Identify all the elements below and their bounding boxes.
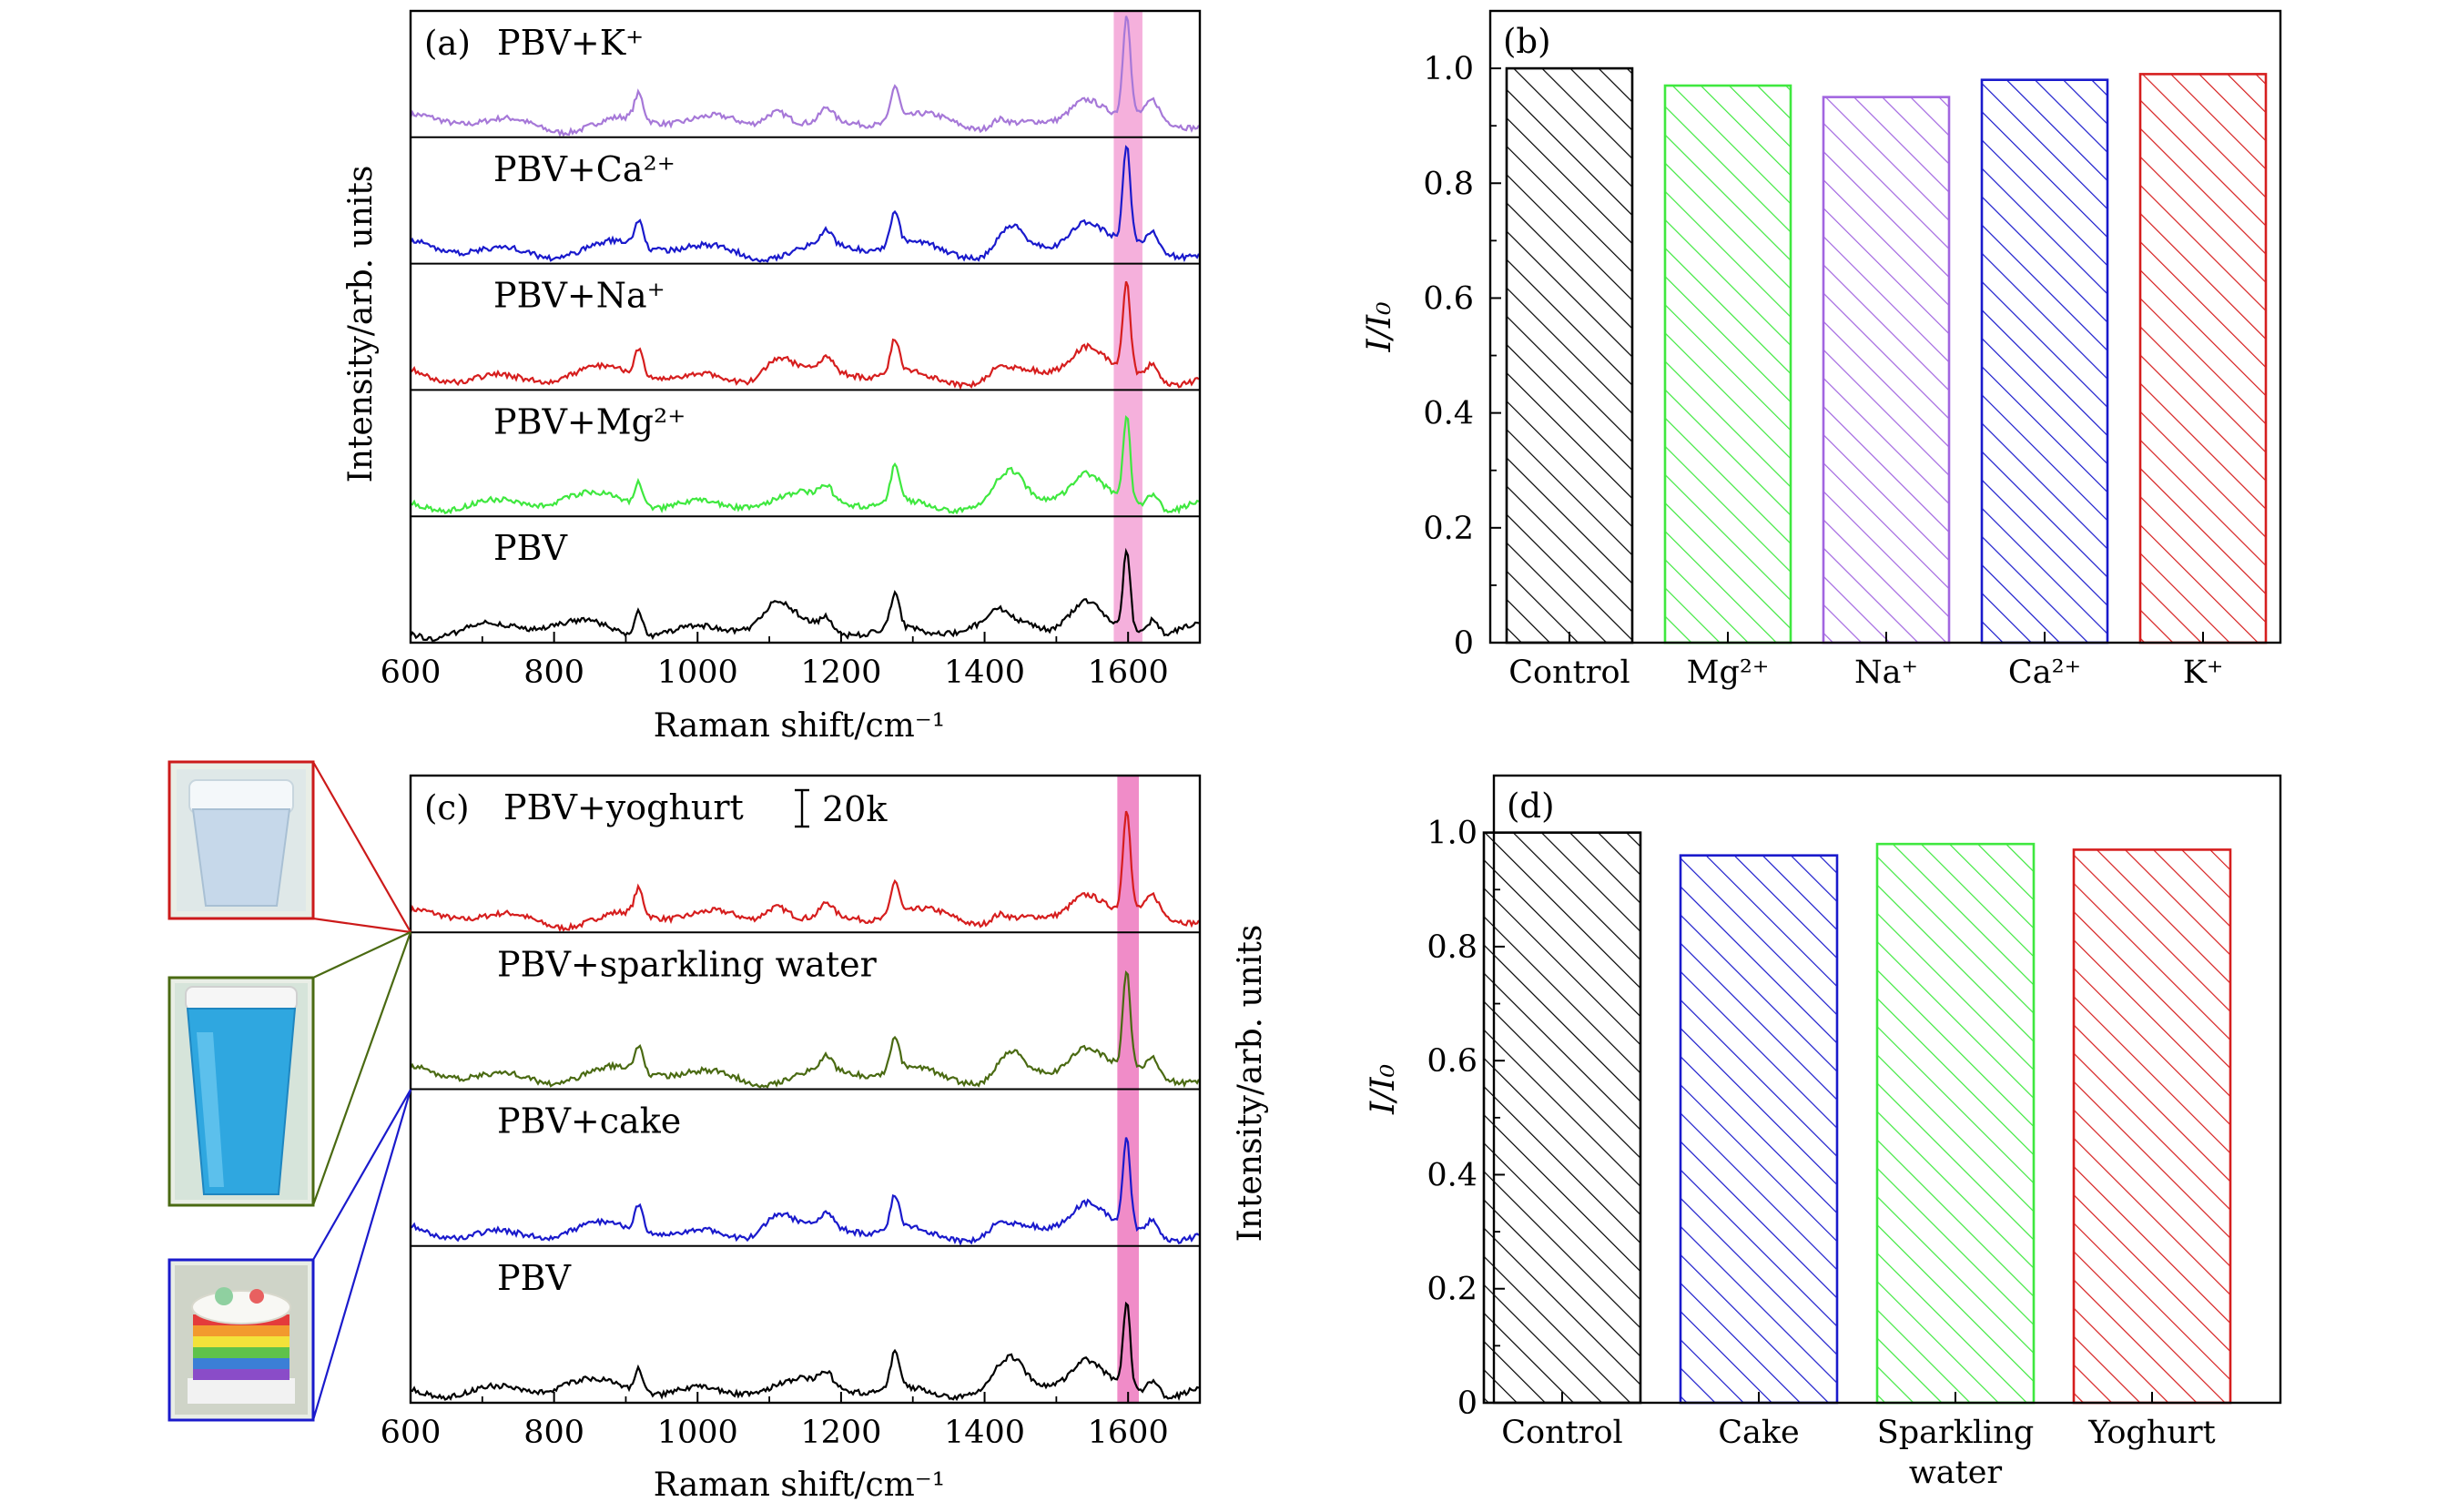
x-tick-label: 600 <box>381 1415 442 1451</box>
panel-label: (a) <box>424 24 471 63</box>
trace-label: PBV+sparkling water <box>497 944 878 984</box>
category-label: Sparkling <box>1877 1415 2035 1451</box>
x-tick-label: 800 <box>523 1415 584 1451</box>
panel-c-xlabel: Raman shift/cm⁻¹ <box>654 1466 945 1504</box>
spectrum-trace <box>410 547 1200 642</box>
connector-line <box>312 917 411 934</box>
y-axis-label: I/I₀ <box>1365 1064 1402 1115</box>
panel-label: (d) <box>1507 786 1555 826</box>
panel-c-raman-spectra: Intensity/arb. units Raman shift/cm⁻¹ PB… <box>381 774 1269 1504</box>
x-tick-label: 1200 <box>800 655 881 691</box>
category-label: Control <box>1501 1415 1622 1451</box>
trace-label: PBV+Na⁺ <box>493 276 665 316</box>
category-label: Ca²⁺ <box>2008 655 2081 691</box>
panel-b-bar-chart: Control Mg²⁺ Na⁺ Ca²⁺ K⁺ 0 0.2 0.4 0.6 0.8 1.0 I/I₀… <box>1361 9 2282 691</box>
y-tick-label: 0.8 <box>1427 929 1477 966</box>
x-tick-label: 600 <box>381 655 442 691</box>
connector-line <box>312 931 411 979</box>
panel-label: (b) <box>1503 22 1551 61</box>
y-tick-label: 0.8 <box>1423 166 1474 202</box>
y-tick-label: 0 <box>1454 625 1474 662</box>
trace-label: PBV+Mg²⁺ <box>493 401 685 441</box>
bar <box>1505 66 1634 644</box>
x-tick-label: 1000 <box>657 655 738 691</box>
y-tick-label: 0.2 <box>1427 1272 1477 1308</box>
category-label: Control <box>1508 655 1630 691</box>
panel-a-xlabel: Raman shift/cm⁻¹ <box>654 707 945 745</box>
x-tick-label: 1600 <box>1088 1415 1169 1451</box>
y-tick-label: 0.4 <box>1427 1157 1477 1193</box>
x-tick-label: 1400 <box>944 1415 1025 1451</box>
y-tick-label: 0.2 <box>1423 511 1474 547</box>
category-label: water <box>1909 1455 2003 1491</box>
bar <box>1679 854 1839 1405</box>
bar <box>1980 78 2109 644</box>
x-tick-label: 1000 <box>657 1415 738 1451</box>
plot-frame <box>409 774 1202 1405</box>
x-tick-label: 1200 <box>800 1415 881 1451</box>
panel-label: (c) <box>424 788 470 827</box>
trace-label: PBV+K⁺ <box>497 23 644 63</box>
category-label: Na⁺ <box>1854 655 1918 691</box>
category-label: Yoghurt <box>2087 1415 2215 1451</box>
spectrum-trace <box>410 1301 1200 1402</box>
panel-a-ylabel: Intensity/arb. units <box>342 166 380 483</box>
scale-bar-label: 20k <box>822 789 888 829</box>
trace-label: PBV <box>497 1258 571 1298</box>
spectrum-trace <box>410 414 1200 515</box>
plot-frame <box>409 9 1202 644</box>
connector-line <box>311 931 412 1206</box>
bar <box>2138 73 2268 644</box>
x-tick-label: 1400 <box>944 655 1025 691</box>
bar <box>1482 831 1642 1405</box>
panel-c-ylabel: Intensity/arb. units <box>1232 925 1269 1243</box>
spectrum-trace <box>410 145 1200 263</box>
y-tick-label: 1.0 <box>1423 51 1474 87</box>
panel-d-bar-chart: Control Cake Sparkling water Yoghurt 0 0.2 0.4 0… <box>1365 774 2282 1491</box>
spectrum-trace <box>409 15 1200 137</box>
x-tick-label: 1600 <box>1088 655 1169 691</box>
connector-line <box>312 761 411 933</box>
plot-frame <box>1492 774 2282 1405</box>
spectrum-trace <box>410 1137 1200 1246</box>
spectrum-trace <box>410 280 1200 391</box>
rainbow-cake-photo <box>168 1258 315 1422</box>
x-tick-label: 800 <box>523 655 584 691</box>
bar <box>1663 84 1792 644</box>
trace-label: PBV+cake <box>497 1101 681 1142</box>
bar <box>1875 842 2036 1405</box>
category-label: Cake <box>1718 1415 1800 1451</box>
category-label: Mg²⁺ <box>1687 655 1770 691</box>
y-tick-label: 0.6 <box>1423 280 1474 317</box>
highlight-band <box>1113 11 1142 643</box>
y-tick-label: 0 <box>1457 1385 1477 1422</box>
trace-label: PBV <box>493 528 567 568</box>
panel-a-raman-spectra: Intensity/arb. units Raman shift/cm⁻¹ PB… <box>342 9 1202 745</box>
category-label: K⁺ <box>2183 655 2224 691</box>
connector-line <box>312 1089 411 1261</box>
bar <box>2072 848 2232 1405</box>
y-tick-label: 0.4 <box>1423 396 1474 432</box>
y-tick-label: 0.6 <box>1427 1043 1477 1080</box>
y-tick-label: 1.0 <box>1427 816 1477 852</box>
trace-label: PBV+Ca²⁺ <box>493 149 675 189</box>
yoghurt-cup-photo <box>168 760 315 920</box>
sparkling-water-cup-photo <box>168 976 315 1207</box>
trace-label: PBV+yoghurt <box>503 787 744 827</box>
sample-thumbnails <box>168 760 412 1422</box>
spectrum-trace <box>409 810 1200 933</box>
spectrum-trace <box>410 969 1200 1089</box>
connector-line <box>311 1089 412 1421</box>
y-axis-label: I/I₀ <box>1361 301 1398 352</box>
bar <box>1822 96 1951 644</box>
